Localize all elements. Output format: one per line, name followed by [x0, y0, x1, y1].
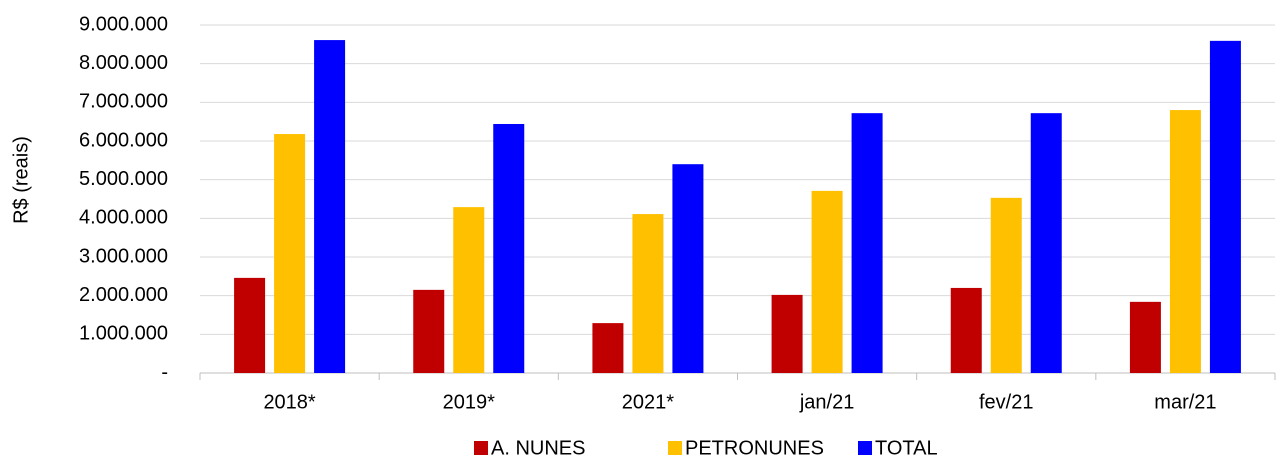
bar: [1209, 40, 1241, 373]
bar: [1129, 301, 1161, 373]
legend-label: TOTAL: [875, 437, 938, 459]
y-tick-label: 5.000.000: [79, 168, 168, 190]
bar: [1169, 110, 1201, 374]
bar: [672, 164, 704, 373]
x-tick-label: fev/21: [979, 391, 1033, 413]
legend-label: PETRONUNES: [685, 437, 824, 459]
bar: [453, 207, 485, 373]
bar: [851, 113, 883, 373]
y-tick-label: 4.000.000: [79, 207, 168, 229]
x-tick-label: jan/21: [799, 391, 855, 413]
y-tick-label: 7.000.000: [79, 91, 168, 113]
y-tick-label: 2.000.000: [79, 284, 168, 306]
bar: [592, 323, 624, 373]
legend-swatch: [668, 441, 682, 455]
y-tick-label: 9.000.000: [79, 13, 168, 35]
y-tick-label: -: [161, 361, 168, 383]
bar: [314, 40, 346, 374]
x-tick-label: 2021*: [622, 391, 674, 413]
y-tick-label: 3.000.000: [79, 245, 168, 267]
bar: [1030, 113, 1062, 373]
y-tick-label: 8.000.000: [79, 52, 168, 74]
bar: [990, 197, 1022, 373]
bar: [234, 277, 266, 373]
y-tick-label: 6.000.000: [79, 129, 168, 151]
bar: [771, 294, 803, 373]
legend-swatch: [474, 441, 488, 455]
x-tick-label: mar/21: [1154, 391, 1216, 413]
bar: [493, 123, 525, 373]
y-tick-label: 1.000.000: [79, 323, 168, 345]
y-axis-label: R$ (reais): [10, 136, 32, 224]
bar: [632, 214, 664, 373]
legend-swatch: [858, 441, 872, 455]
bar: [950, 287, 982, 373]
bar: [413, 289, 445, 373]
bar: [811, 190, 843, 373]
legend-label: A. NUNES: [491, 437, 585, 459]
bar: [274, 134, 306, 373]
x-tick-label: 2018*: [263, 391, 315, 413]
x-tick-label: 2019*: [443, 391, 495, 413]
